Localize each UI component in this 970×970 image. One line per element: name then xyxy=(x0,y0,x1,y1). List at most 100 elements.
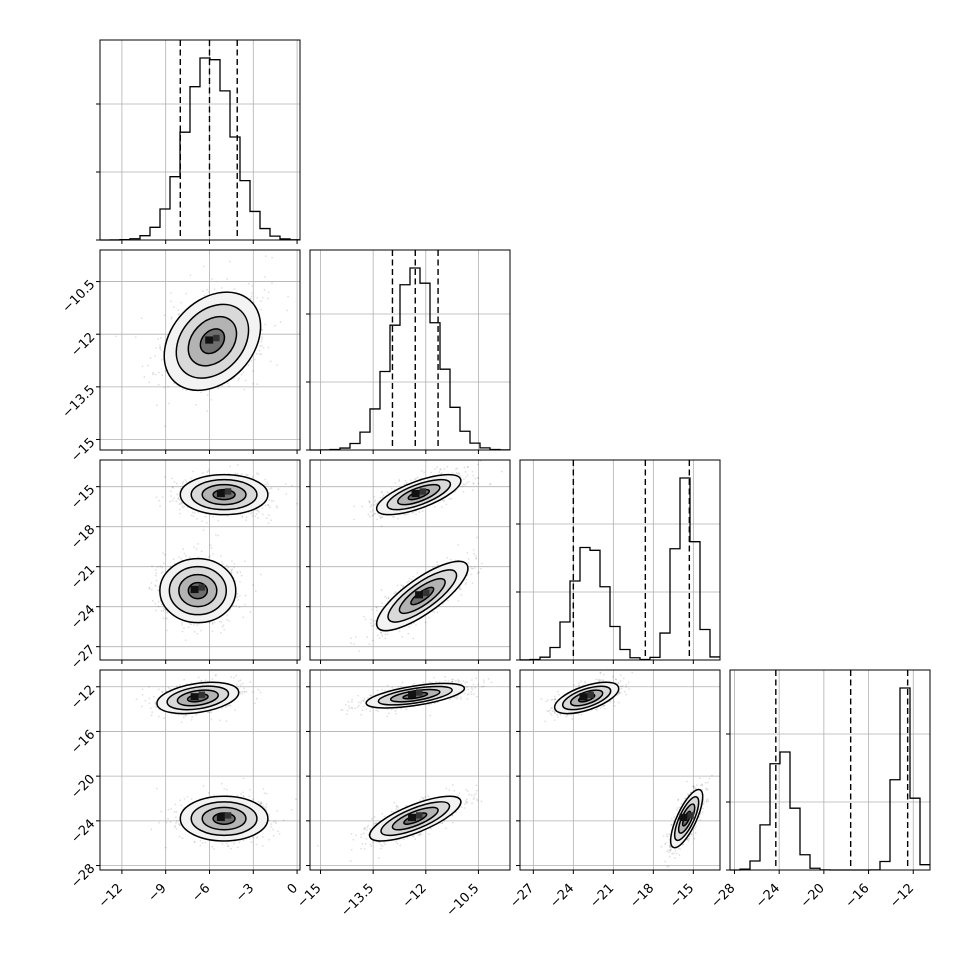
sample-point xyxy=(257,510,260,513)
sample-point xyxy=(440,506,443,508)
sample-point xyxy=(449,558,452,561)
sample-point xyxy=(436,561,439,563)
sample-point xyxy=(159,505,161,507)
sample-point xyxy=(237,599,239,601)
sample-point xyxy=(403,483,406,486)
sample-point xyxy=(180,557,183,560)
sample-point xyxy=(279,321,282,323)
sample-point xyxy=(384,633,387,636)
sample-point xyxy=(250,295,253,298)
sample-point xyxy=(247,364,250,366)
sample-point xyxy=(367,513,370,516)
sample-point xyxy=(162,617,165,620)
panel-0-1 xyxy=(115,255,289,428)
sample-point xyxy=(240,473,243,475)
sample-point xyxy=(376,606,378,609)
sample-point xyxy=(423,471,426,474)
sample-point xyxy=(160,609,163,612)
sample-point xyxy=(408,580,410,583)
sample-point xyxy=(151,599,154,602)
sample-point xyxy=(415,477,417,480)
hist-frame-3 xyxy=(729,669,931,871)
sample-point xyxy=(252,584,255,587)
sample-point xyxy=(159,565,162,568)
sample-point xyxy=(467,562,470,564)
sample-point xyxy=(155,572,158,575)
sample-point xyxy=(211,553,214,555)
sample-point xyxy=(256,383,259,386)
sample-point xyxy=(148,381,151,384)
sample-point xyxy=(464,583,467,586)
sample-point xyxy=(236,572,239,575)
hist-frame-1 xyxy=(309,249,511,451)
sample-point xyxy=(170,292,172,294)
sample-point xyxy=(373,504,376,506)
sample-point xyxy=(476,572,479,575)
sample-point xyxy=(463,466,466,469)
sample-point xyxy=(408,577,411,580)
density-peak xyxy=(205,336,214,344)
sample-point xyxy=(154,373,157,376)
sample-point xyxy=(239,684,242,687)
sample-point xyxy=(208,621,211,624)
sample-point xyxy=(158,499,161,502)
sample-point xyxy=(450,497,453,500)
sample-point xyxy=(151,373,154,376)
sample-point xyxy=(263,289,266,291)
sample-point xyxy=(253,358,256,361)
sample-point xyxy=(226,614,229,617)
sample-point xyxy=(185,389,188,392)
sample-point xyxy=(471,489,474,492)
sample-point xyxy=(205,522,208,524)
sample-point xyxy=(379,631,382,634)
sample-point xyxy=(181,622,184,624)
panel-frame-1-2 xyxy=(309,459,511,661)
density-peak xyxy=(415,591,424,599)
sample-point xyxy=(171,499,174,502)
sample-point xyxy=(402,585,405,588)
sample-point xyxy=(430,471,433,474)
sample-point xyxy=(436,611,439,614)
sample-point xyxy=(230,676,233,679)
sample-point xyxy=(284,483,287,485)
sample-point xyxy=(350,637,352,640)
sample-point xyxy=(267,297,270,300)
sample-point xyxy=(274,324,277,327)
sample-point xyxy=(147,364,149,367)
sample-point xyxy=(413,478,416,481)
sample-point xyxy=(141,365,144,368)
sample-point xyxy=(387,597,390,600)
sample-point xyxy=(173,497,175,500)
sample-point xyxy=(381,496,384,499)
sample-point xyxy=(157,337,160,340)
sample-point xyxy=(212,515,215,518)
sample-point xyxy=(251,476,254,478)
sample-point xyxy=(235,683,238,686)
sample-point xyxy=(402,584,404,587)
sample-point xyxy=(410,479,412,482)
sample-point xyxy=(387,491,390,494)
sample-point xyxy=(241,516,244,519)
sample-point xyxy=(500,470,503,473)
sample-point xyxy=(162,552,164,554)
sample-point xyxy=(160,603,163,606)
sample-point xyxy=(458,472,460,475)
sample-point xyxy=(245,516,248,519)
sample-point xyxy=(180,502,183,505)
sample-point xyxy=(466,474,469,476)
sample-point xyxy=(243,687,245,690)
sample-point xyxy=(271,256,274,259)
sample-point xyxy=(140,317,143,320)
sample-point xyxy=(433,611,435,613)
sample-point xyxy=(261,328,263,331)
sample-point xyxy=(172,486,174,489)
sample-point xyxy=(191,511,194,514)
sample-point xyxy=(446,556,449,559)
sample-point xyxy=(250,512,252,515)
sample-point xyxy=(196,517,198,520)
sample-point xyxy=(235,674,238,677)
sample-point xyxy=(157,589,160,592)
sample-point xyxy=(154,585,157,588)
sample-point xyxy=(260,353,262,356)
sample-point xyxy=(228,620,231,622)
